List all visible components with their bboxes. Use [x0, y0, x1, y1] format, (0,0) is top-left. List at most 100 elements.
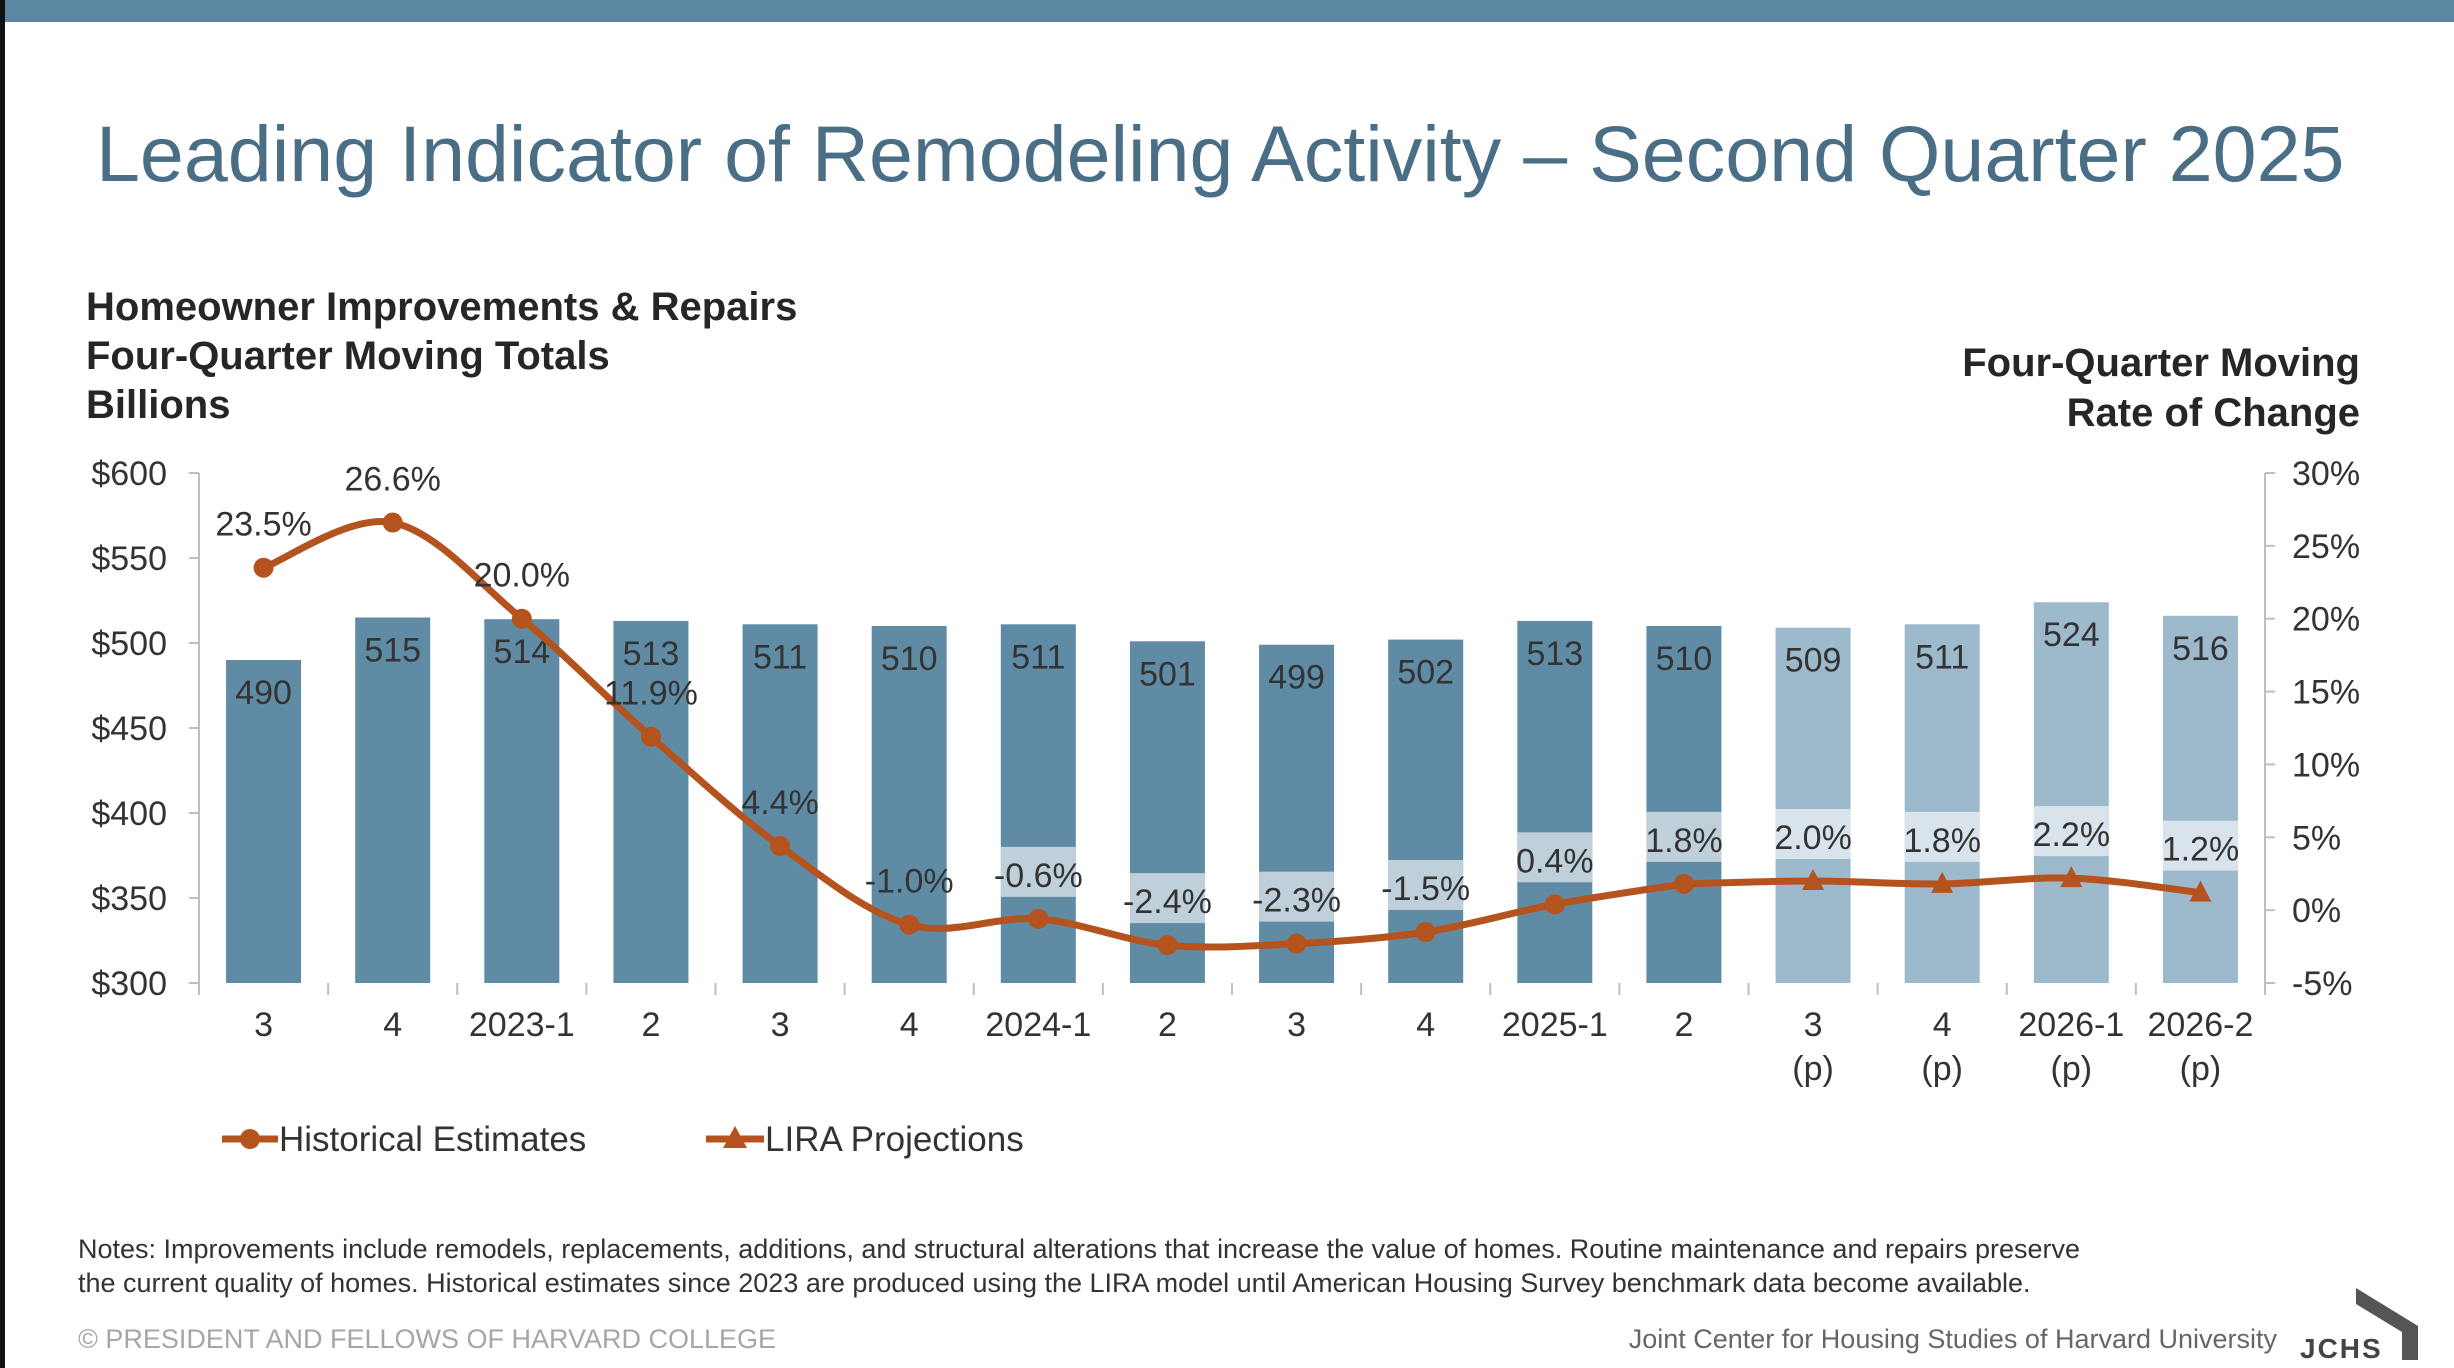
rate-label: 23.5%	[215, 506, 311, 544]
historical-point	[511, 608, 532, 629]
bar-value-label: 510	[881, 640, 938, 678]
historical-point	[382, 512, 403, 533]
x-tick-label: 4	[1416, 1006, 1435, 1044]
legend-projection-label: LIRA Projections	[765, 1120, 1024, 1159]
bar-value-label: 511	[1915, 638, 1969, 676]
notes: Notes: Improvements include remodels, re…	[78, 1232, 2378, 1300]
bar-value-label: 513	[623, 635, 680, 673]
organization-name: Joint Center for Housing Studies of Harv…	[1628, 1324, 2277, 1354]
bar-value-label: 490	[235, 674, 292, 712]
projection-point	[2060, 866, 2083, 888]
legend-projection-marker	[723, 1126, 747, 1148]
notes-line: the current quality of homes. Historical…	[78, 1268, 2031, 1298]
bar-value-label: 515	[364, 632, 421, 670]
x-tick-label: 2	[641, 1006, 660, 1044]
left-axis-subtitle: Homeowner Improvements & Repairs Four-Qu…	[86, 283, 797, 430]
historical-point	[1028, 908, 1049, 929]
right-tick-label: 15%	[2292, 674, 2360, 712]
svg-text:JCHS: JCHS	[2300, 1333, 2383, 1362]
x-tick-label: 3	[771, 1006, 790, 1044]
rate-label: 0.4%	[1516, 842, 1594, 880]
x-tick-label: 2024-1	[985, 1006, 1091, 1044]
bar-value-label: 510	[1656, 640, 1713, 678]
subtitle-line: Billions	[86, 383, 231, 427]
x-tick-label: 4	[383, 1006, 402, 1044]
label-background	[2162, 820, 2238, 871]
bar	[1904, 624, 1980, 983]
historical-point	[1415, 922, 1436, 942]
bar-value-label: 516	[2172, 630, 2229, 668]
rate-label: -2.4%	[1123, 883, 1212, 921]
subtitle-line: Rate of Change	[2066, 391, 2360, 435]
rate-label: 2.0%	[1774, 819, 1852, 857]
historical-point	[253, 557, 274, 578]
rate-label: -2.3%	[1252, 882, 1341, 920]
bar	[484, 619, 560, 983]
bar	[2033, 602, 2109, 983]
projection-point	[1931, 871, 1954, 893]
bar	[742, 624, 818, 983]
x-tick-label: 4	[900, 1006, 919, 1044]
label-background	[1775, 809, 1851, 859]
bar	[1129, 641, 1205, 983]
left-tick-label: $550	[91, 540, 167, 578]
rate-label: 2.2%	[2033, 816, 2111, 854]
rate-label: -0.6%	[994, 857, 1083, 895]
legend-historical-marker	[240, 1129, 260, 1149]
bar-value-label: 501	[1139, 655, 1196, 693]
left-tick-label: $450	[91, 710, 167, 748]
historical-point	[1673, 873, 1694, 894]
right-tick-label: -5%	[2292, 965, 2352, 1003]
label-background	[2033, 806, 2109, 857]
rate-label: 26.6%	[344, 461, 440, 499]
historical-point	[899, 914, 920, 935]
legend-historical-label: Historical Estimates	[279, 1120, 586, 1159]
jchs-logo: JCHS	[2300, 1288, 2418, 1362]
historical-point	[1286, 933, 1307, 954]
subtitle-line: Four-Quarter Moving Totals	[86, 334, 610, 378]
bar	[226, 660, 302, 983]
rate-label: 11.9%	[604, 675, 698, 713]
right-tick-label: 30%	[2292, 455, 2360, 493]
top-banner	[0, 0, 2454, 22]
copyright: © PRESIDENT AND FELLOWS OF HARVARD COLLE…	[78, 1324, 777, 1354]
label-background	[1646, 811, 1722, 862]
projection-point	[1802, 869, 1825, 890]
left-tick-label: $400	[91, 795, 167, 833]
bar	[1775, 627, 1851, 983]
left-tick-label: $300	[91, 965, 167, 1003]
bar	[355, 617, 431, 983]
bar	[1646, 626, 1722, 983]
label-background	[1129, 873, 1205, 924]
x-tick-label: (p)	[1921, 1050, 1963, 1088]
x-tick-label: 3	[1287, 1006, 1306, 1044]
bar-value-label: 509	[1785, 642, 1842, 680]
bar	[613, 620, 689, 983]
right-tick-label: 10%	[2292, 746, 2360, 784]
bar-value-label: 499	[1268, 659, 1325, 697]
label-background	[1000, 846, 1076, 897]
x-tick-label: (p)	[1792, 1050, 1834, 1088]
historical-point	[640, 726, 661, 747]
rate-label: -1.5%	[1381, 870, 1470, 908]
right-tick-label: 20%	[2292, 601, 2360, 639]
bar-value-label: 524	[2043, 616, 2100, 654]
right-axis-subtitle: Four-Quarter Moving Rate of Change	[1962, 338, 2360, 438]
x-tick-label: 2	[1674, 1006, 1693, 1044]
x-tick-label: 2023-1	[469, 1006, 575, 1044]
notes-line: Notes: Improvements include remodels, re…	[78, 1234, 2081, 1264]
rate-label: 1.8%	[1645, 822, 1723, 860]
projection-point	[2189, 880, 2212, 902]
x-tick-label: 3	[1804, 1006, 1823, 1044]
x-tick-label: 3	[254, 1006, 273, 1044]
bar-value-label: 502	[1397, 654, 1454, 692]
label-background	[1259, 871, 1335, 922]
x-tick-label: (p)	[2051, 1050, 2093, 1088]
label-background	[1904, 811, 1980, 862]
right-tick-label: 0%	[2292, 892, 2341, 930]
right-tick-label: 5%	[2292, 819, 2341, 857]
rate-label: -1.0%	[865, 863, 954, 901]
left-tick-label: $500	[91, 625, 167, 663]
x-tick-label: 4	[1933, 1006, 1952, 1044]
